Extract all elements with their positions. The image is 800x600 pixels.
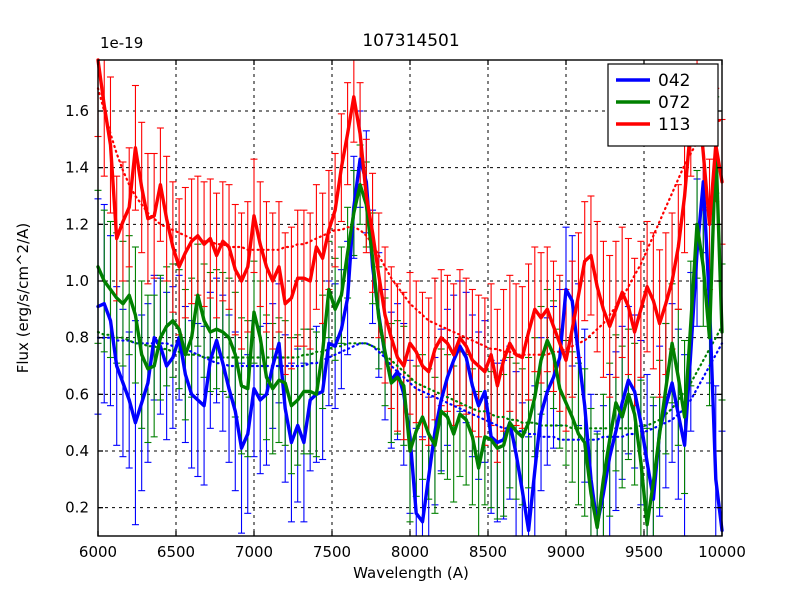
legend-box	[607, 63, 719, 147]
spectrum-line-113	[96, 58, 724, 388]
y-tick-label: 1.4	[65, 159, 89, 177]
y-axis-offset-label: 1e-19	[100, 34, 143, 52]
x-tick-label: 6000	[79, 543, 117, 561]
spectrum-line-072	[96, 143, 724, 530]
y-axis-title: Flux (erg/s/cm^2/A)	[14, 223, 32, 374]
legend-label-042: 042	[658, 71, 690, 91]
chart-title: 107314501	[362, 31, 459, 51]
x-tick-label: 7500	[313, 543, 351, 561]
y-tick-label: 0.6	[65, 385, 89, 403]
axis-tick-labels: 6000 6500 7000 7500 8000 8500 9000 9500 10000 0.2…	[65, 102, 746, 561]
spectra-lines-layer	[96, 58, 724, 532]
x-tick-label: 7000	[235, 543, 273, 561]
legend-label-072: 072	[658, 93, 690, 113]
y-tick-label: 1.6	[65, 102, 89, 120]
x-tick-label: 8500	[469, 543, 507, 561]
x-tick-label: 8000	[391, 543, 429, 561]
legend-item-042[interactable]: 042	[616, 71, 690, 91]
legend-label-113: 113	[658, 115, 690, 135]
axis-ticks	[97, 60, 723, 536]
legend-item-113[interactable]: 113	[616, 115, 690, 135]
y-tick-label: 0.4	[65, 442, 89, 460]
smoothed-curve-042	[96, 336, 724, 441]
x-tick-label: 10000	[698, 543, 746, 561]
y-tick-label: 0.2	[65, 499, 89, 517]
y-tick-label: 0.8	[65, 329, 89, 347]
x-tick-label: 9000	[547, 543, 585, 561]
x-tick-label: 9500	[625, 543, 663, 561]
x-tick-label: 6500	[157, 543, 195, 561]
x-axis-title: Wavelength (A)	[353, 564, 469, 582]
y-tick-label: 1.2	[65, 215, 89, 233]
smoothed-curve-072	[96, 325, 724, 430]
legend-item-072[interactable]: 072	[616, 93, 690, 113]
y-tick-label: 1.0	[65, 272, 89, 290]
